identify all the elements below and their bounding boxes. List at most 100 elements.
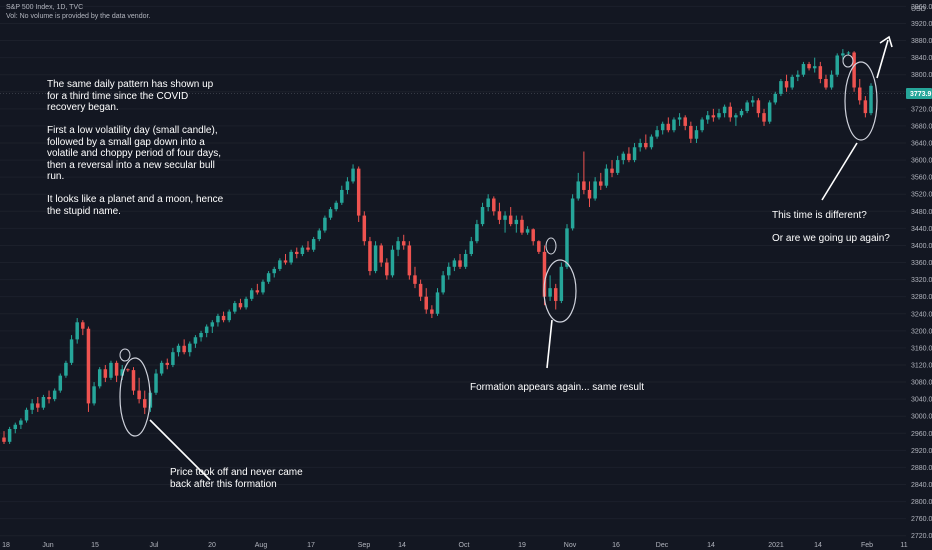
candle-body bbox=[418, 283, 423, 297]
price-tick: 3640.0 bbox=[911, 141, 932, 148]
candle-body bbox=[97, 369, 102, 387]
candle-body bbox=[261, 281, 265, 293]
candle-body bbox=[587, 189, 592, 199]
candle-body bbox=[790, 76, 794, 88]
candle-body bbox=[458, 260, 462, 267]
volume-note: Vol: No volume is provided by the data v… bbox=[6, 13, 151, 20]
candle-body bbox=[779, 81, 783, 94]
candle-body bbox=[559, 266, 564, 301]
candle-body bbox=[644, 143, 648, 148]
formation-1-circle bbox=[119, 357, 151, 437]
price-tick: 3280.0 bbox=[911, 294, 932, 301]
time-tick: 18 bbox=[2, 542, 10, 549]
candle-body bbox=[30, 403, 34, 410]
candle-body bbox=[514, 219, 519, 225]
candle-body bbox=[266, 273, 271, 282]
time-tick: Jun bbox=[42, 542, 53, 549]
candle-body bbox=[508, 215, 513, 225]
candle-body bbox=[705, 115, 710, 120]
price-tick: 3800.0 bbox=[911, 72, 932, 79]
candle-body bbox=[58, 375, 63, 391]
candle-body bbox=[582, 181, 586, 190]
candle-body bbox=[199, 332, 203, 338]
candle-body bbox=[869, 85, 873, 114]
formation-3-moon-circle bbox=[842, 54, 854, 68]
candle-body bbox=[131, 370, 136, 391]
time-tick: Sep bbox=[358, 542, 371, 549]
candle-body bbox=[492, 198, 496, 212]
candle-body bbox=[289, 251, 293, 263]
candle-body bbox=[401, 241, 406, 246]
time-tick: 19 bbox=[518, 542, 526, 549]
candle-body bbox=[120, 369, 124, 376]
candle-body bbox=[615, 160, 620, 173]
candle-body bbox=[221, 315, 226, 321]
time-tick: Aug bbox=[255, 542, 268, 549]
price-tick: 2920.0 bbox=[911, 448, 932, 455]
time-tick: 15 bbox=[91, 542, 99, 549]
candle-body bbox=[627, 153, 631, 161]
formation-1-moon-circle bbox=[119, 348, 131, 362]
price-tick: 3440.0 bbox=[911, 226, 932, 233]
candle-body bbox=[233, 303, 237, 312]
up-arrow-head bbox=[879, 35, 893, 48]
candle-body bbox=[47, 396, 51, 400]
candle-body bbox=[621, 153, 626, 161]
candle-body bbox=[13, 424, 18, 430]
candle-body bbox=[323, 217, 327, 231]
annotation-drawings bbox=[119, 35, 893, 481]
candle-body bbox=[396, 241, 400, 250]
candle-body bbox=[762, 113, 766, 122]
candle-body bbox=[677, 117, 682, 120]
candle-body bbox=[109, 362, 113, 378]
price-tick: 3720.0 bbox=[911, 106, 932, 113]
candle-body bbox=[114, 362, 119, 376]
candle-series bbox=[2, 49, 873, 444]
candle-body bbox=[328, 209, 333, 218]
price-tick: 3080.0 bbox=[911, 380, 932, 387]
up-arrow-shaft bbox=[876, 39, 889, 79]
time-tick: 16 bbox=[612, 542, 620, 549]
candle-body bbox=[711, 115, 716, 118]
price-tick: 3400.0 bbox=[911, 243, 932, 250]
candle-body bbox=[745, 102, 749, 111]
candle-body bbox=[452, 260, 457, 267]
candle-body bbox=[801, 64, 806, 75]
candle-body bbox=[497, 211, 502, 220]
candle-body bbox=[570, 198, 575, 229]
candle-body bbox=[576, 181, 580, 199]
time-tick: 14 bbox=[707, 542, 715, 549]
candle-body bbox=[7, 429, 12, 442]
candle-body bbox=[340, 189, 344, 203]
candle-body bbox=[238, 303, 243, 308]
time-tick: 2021 bbox=[768, 542, 784, 549]
candle-body bbox=[210, 322, 215, 327]
candle-body bbox=[824, 78, 828, 88]
candle-body bbox=[503, 215, 507, 220]
candle-body bbox=[244, 298, 248, 308]
candle-body bbox=[278, 260, 282, 269]
candle-body bbox=[69, 339, 74, 363]
formation-3-pointer bbox=[821, 142, 858, 201]
price-tick: 3160.0 bbox=[911, 345, 932, 352]
candle-body bbox=[537, 241, 541, 252]
candle-body bbox=[807, 64, 811, 69]
candle-body bbox=[435, 292, 440, 314]
price-tick: 3040.0 bbox=[911, 397, 932, 404]
time-tick: Dec bbox=[656, 542, 669, 549]
price-tick: 3120.0 bbox=[911, 362, 932, 369]
candle-body bbox=[604, 168, 609, 186]
time-tick: Jul bbox=[150, 542, 159, 549]
candle-body bbox=[520, 219, 524, 233]
candle-body bbox=[86, 328, 91, 404]
candle-body bbox=[154, 373, 158, 393]
candle-body bbox=[390, 249, 395, 276]
price-tick: 3600.0 bbox=[911, 158, 932, 165]
candle-body bbox=[249, 290, 254, 299]
price-tick: 2880.0 bbox=[911, 465, 932, 472]
candle-body bbox=[486, 198, 490, 208]
symbol-title[interactable]: S&P 500 Index, 1D, TVC bbox=[6, 4, 84, 11]
candle-body bbox=[841, 53, 845, 56]
candle-body bbox=[92, 386, 96, 404]
